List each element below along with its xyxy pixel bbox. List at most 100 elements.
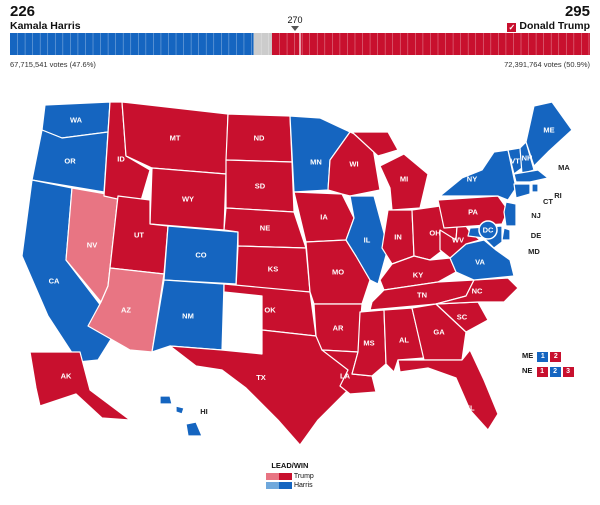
state-label-dc: DC <box>483 226 494 235</box>
state-label-la: LA <box>340 372 351 381</box>
state-label-tn: TN <box>417 291 427 300</box>
state-label-ok: OK <box>264 306 276 315</box>
state-ak[interactable] <box>29 351 131 421</box>
me-district-1[interactable]: 1 <box>537 352 549 362</box>
winner-check-icon: ✓ <box>507 23 517 32</box>
undecided-bar-segment <box>253 33 272 55</box>
state-ma[interactable] <box>513 169 549 183</box>
electoral-vote-bar <box>10 33 590 55</box>
state-label-nc: NC <box>472 287 483 296</box>
state-label-ia: IA <box>320 213 328 222</box>
trump-bar-segment <box>271 33 590 55</box>
harris-lead-swatch <box>266 481 279 489</box>
legend-title: LEAD/WIN <box>271 461 309 470</box>
state-label-ak: AK <box>61 372 72 381</box>
state-label-pa: PA <box>468 208 478 217</box>
ne-district-3[interactable]: 3 <box>562 367 574 377</box>
state-label-vt: VT <box>510 157 520 166</box>
me-district-2[interactable]: 2 <box>550 352 562 362</box>
state-label-ma: MA <box>558 163 570 172</box>
state-label-nj: NJ <box>531 211 541 220</box>
state-fl[interactable] <box>397 349 499 431</box>
trump-name: Donald Trump <box>519 20 590 32</box>
state-label-id: ID <box>117 155 125 164</box>
state-label-oh: OH <box>429 229 440 238</box>
state-label-ri: RI <box>554 191 562 200</box>
state-label-az: AZ <box>121 306 131 315</box>
harris-name: Kamala Harris <box>10 20 81 32</box>
state-de[interactable] <box>501 227 511 241</box>
state-nh[interactable] <box>519 141 535 175</box>
state-wv[interactable] <box>439 213 481 259</box>
state-mi[interactable] <box>351 131 429 211</box>
state-label-sd: SD <box>255 182 266 191</box>
state-ct[interactable] <box>513 183 531 199</box>
state-label-ct: CT <box>543 197 553 206</box>
harris-electoral-votes: 226 <box>10 3 36 20</box>
legend-row-trump: Trump <box>266 472 314 481</box>
legend-harris-label: Harris <box>293 482 313 489</box>
trump-electoral-votes: 295 <box>564 3 590 20</box>
state-label-nh: NH <box>522 154 533 163</box>
state-label-il: IL <box>364 236 371 245</box>
harris-header: 226 Kamala Harris <box>10 4 81 33</box>
us-electoral-map: WA OR CA NV ID MT WY UT AZ CO NM ND SD NE KS OK TX MN IA MO… <box>21 101 573 446</box>
state-label-ny: NY <box>467 175 477 184</box>
state-label-mn: MN <box>310 158 322 167</box>
state-me[interactable] <box>525 101 573 167</box>
dc-marker[interactable] <box>478 220 498 240</box>
state-label-ga: GA <box>433 328 445 337</box>
state-label-nm: NM <box>182 312 194 321</box>
state-tx[interactable] <box>169 329 353 446</box>
nebraska-label: NE <box>522 366 533 375</box>
trump-lead-swatch <box>266 472 279 480</box>
trump-name-row: ✓ Donald Trump <box>507 20 590 33</box>
state-label-ca: CA <box>49 277 60 286</box>
state-label-mt: MT <box>170 134 181 143</box>
state-label-sc: SC <box>457 313 468 322</box>
state-label-ut: UT <box>134 231 144 240</box>
state-label-or: OR <box>64 157 76 166</box>
ne-district-1[interactable]: 1 <box>536 367 548 377</box>
legend-trump-label: Trump <box>293 473 314 480</box>
state-label-al: AL <box>399 336 409 345</box>
state-label-va: VA <box>475 258 485 267</box>
state-label-ms: MS <box>363 339 374 348</box>
harris-win-swatch <box>279 481 292 489</box>
maine-label: ME <box>522 351 534 360</box>
state-label-md: MD <box>528 247 540 256</box>
state-label-ne: NE <box>260 224 270 233</box>
state-il[interactable] <box>345 195 389 285</box>
legend-row-harris: Harris <box>266 481 314 490</box>
state-label-wv: WV <box>452 236 464 245</box>
trump-win-swatch <box>279 472 292 480</box>
state-nc[interactable] <box>435 277 519 305</box>
state-label-mo: MO <box>332 268 344 277</box>
state-label-ky: KY <box>413 271 423 280</box>
ne-district-2[interactable]: 2 <box>549 367 561 377</box>
state-label-co: CO <box>195 251 206 260</box>
state-label-nv: NV <box>87 241 97 250</box>
threshold-marker-icon <box>291 26 299 31</box>
state-ny[interactable] <box>439 149 517 201</box>
trump-popular-votes: 72,391,764 votes (50.9%) <box>504 60 590 69</box>
threshold-label: 270 <box>287 15 303 25</box>
state-hi[interactable] <box>159 395 203 437</box>
state-ga[interactable] <box>411 303 467 361</box>
harris-bar-segment <box>10 33 254 55</box>
trump-header: 295 ✓ Donald Trump <box>507 4 590 33</box>
state-label-nd: ND <box>254 134 265 143</box>
state-ri[interactable] <box>531 183 539 193</box>
state-label-mi: MI <box>400 175 408 184</box>
state-nj[interactable] <box>503 201 517 227</box>
state-label-ar: AR <box>333 324 344 333</box>
state-label-me: ME <box>543 126 554 135</box>
state-label-wi: WI <box>349 160 358 169</box>
state-label-tx: TX <box>256 373 266 382</box>
state-az[interactable] <box>87 267 165 353</box>
state-label-in: IN <box>394 233 402 242</box>
state-label-wa: WA <box>70 116 83 125</box>
state-label-fl: FL <box>465 404 475 413</box>
